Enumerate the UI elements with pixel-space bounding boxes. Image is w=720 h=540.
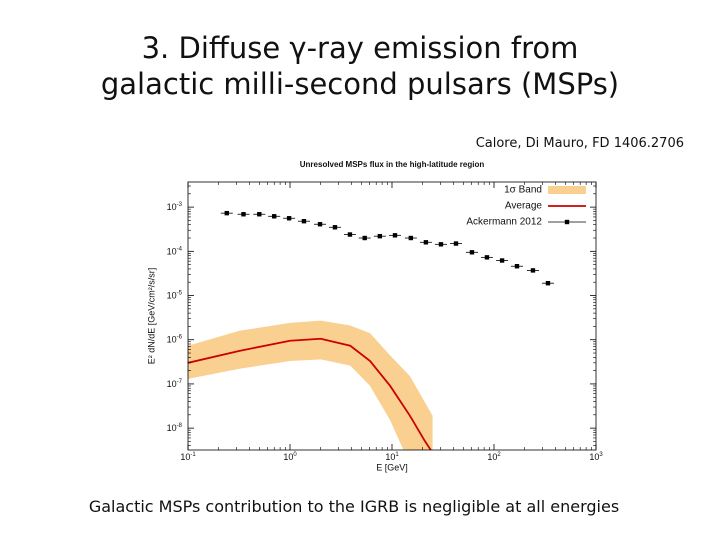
tick-exponent: -1: [190, 452, 196, 458]
tick-label: 10-6: [167, 334, 183, 345]
tick-label: 100: [283, 452, 297, 463]
tick-base: 10: [167, 202, 177, 212]
legend-swatch: [548, 186, 586, 194]
tick-base: 10: [167, 335, 177, 345]
y-axis-label: E² dN/dE [GeV/cm²/s/sr]: [146, 268, 156, 365]
tick-base: 10: [487, 452, 497, 462]
tick-label: 101: [385, 452, 399, 463]
tick-base: 10: [167, 247, 177, 257]
tick-exponent: 3: [599, 452, 603, 458]
tick-label: 102: [487, 452, 501, 463]
tick-label: 10-1: [180, 452, 196, 463]
average-line: [188, 337, 432, 450]
tick-base: 10: [167, 379, 177, 389]
tick-exponent: -6: [177, 334, 183, 340]
tick-exponent: 0: [293, 452, 297, 458]
tick-exponent: -3: [177, 202, 183, 208]
tick-base: 10: [283, 452, 293, 462]
legend-label: Ackermann 2012: [466, 217, 542, 228]
tick-base: 10: [167, 291, 177, 301]
tick-base: 10: [180, 452, 190, 462]
chart-title: Unresolved MSPs flux in the high-latitud…: [300, 160, 485, 169]
legend-label: 1σ Band: [504, 185, 542, 196]
tick-exponent: 2: [497, 452, 501, 458]
citation: Calore, Di Mauro, FD 1406.2706: [475, 136, 684, 151]
title-line: galactic milli-second pulsars (MSPs): [100, 67, 620, 101]
tick-exponent: -7: [177, 379, 183, 385]
tick-label: 10-7: [167, 379, 183, 390]
tick-label: 10-8: [167, 423, 183, 434]
title-line: 3. Diffuse γ-ray emission from: [141, 31, 579, 65]
tick-base: 10: [385, 452, 395, 462]
tick-exponent: -4: [177, 246, 183, 252]
tick-label: 10-3: [167, 202, 183, 213]
legend-marker: [564, 219, 570, 225]
tick-exponent: -5: [177, 290, 183, 296]
plot-area: [188, 210, 554, 450]
tick-base: 10: [589, 452, 599, 462]
tick-label: 10-4: [167, 246, 183, 257]
slide-title: 3. Diffuse γ-ray emission from galactic …: [0, 30, 720, 102]
band-area: [188, 320, 433, 450]
tick-base: 10: [167, 424, 177, 434]
legend-label: Average: [505, 201, 543, 212]
x-axis-label: E [GeV]: [376, 462, 408, 472]
axes: 10-1 100 101 102 10310-810-710-610-510-410-3…: [167, 181, 603, 463]
caption: Galactic MSPs contribution to the IGRB i…: [88, 497, 620, 516]
tick-label: 10-5: [167, 290, 183, 301]
tick-exponent: -8: [177, 423, 183, 429]
tick-exponent: 1: [395, 452, 399, 458]
tick-label: 103: [589, 452, 603, 463]
